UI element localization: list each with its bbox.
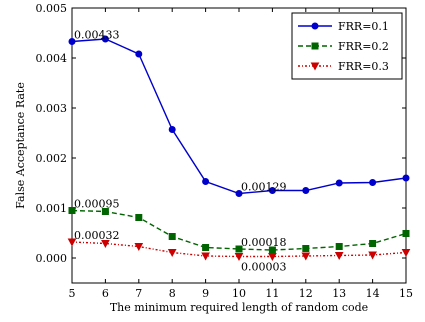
x-tick-label: 5 bbox=[69, 287, 76, 300]
data-point bbox=[335, 243, 343, 250]
legend-label: FRR=0.3 bbox=[338, 60, 389, 73]
y-tick-label: 0.002 bbox=[36, 152, 68, 165]
x-tick-label: 7 bbox=[135, 287, 142, 300]
data-label: 0.00095 bbox=[74, 198, 120, 211]
data-label: 0.00032 bbox=[74, 229, 120, 242]
data-point bbox=[302, 245, 310, 252]
data-point bbox=[101, 208, 109, 215]
data-point bbox=[368, 251, 377, 260]
x-tick-label: 14 bbox=[366, 287, 380, 300]
x-tick-label: 9 bbox=[202, 287, 209, 300]
x-tick-label: 12 bbox=[299, 287, 313, 300]
data-point bbox=[135, 214, 143, 221]
legend-label: FRR=0.2 bbox=[338, 40, 389, 53]
data-point bbox=[335, 179, 343, 187]
data-point bbox=[235, 190, 243, 197]
data-point bbox=[402, 230, 410, 237]
data-point bbox=[268, 187, 276, 194]
data-label: 0.00003 bbox=[241, 261, 287, 274]
data-point bbox=[202, 178, 210, 185]
y-tick-label: 0.000 bbox=[36, 252, 68, 265]
annotation-layer: 0.00433 0.00129 0.00095 0.00018 0.00032 0.000… bbox=[74, 29, 287, 274]
data-point bbox=[202, 244, 210, 251]
legend-marker bbox=[310, 62, 320, 71]
series-layer bbox=[67, 35, 411, 262]
data-point bbox=[68, 38, 76, 45]
data-point bbox=[268, 253, 277, 262]
data-point bbox=[168, 126, 176, 133]
series-line bbox=[71, 209, 407, 251]
data-label: 0.00018 bbox=[241, 236, 287, 249]
y-tick-label: 0.001 bbox=[36, 202, 68, 215]
data-point bbox=[401, 249, 411, 258]
data-point bbox=[234, 253, 244, 262]
data-point bbox=[235, 245, 243, 253]
data-label: 0.00129 bbox=[241, 181, 287, 194]
axis-ticks: 5 6 7 8 9 10 11 12 13 14 15 0.000 0.001 0.002 0.003 0.0… bbox=[36, 2, 414, 300]
legend-marker bbox=[311, 22, 319, 30]
y-tick-label: 0.005 bbox=[36, 2, 68, 15]
x-tick-label: 15 bbox=[399, 287, 413, 300]
data-point bbox=[301, 252, 311, 261]
data-point bbox=[67, 238, 77, 247]
data-point bbox=[369, 179, 377, 186]
legend-label: FRR=0.1 bbox=[338, 20, 389, 33]
data-point bbox=[101, 240, 110, 249]
data-point bbox=[369, 240, 377, 247]
legend-item: FRR=0.3 bbox=[298, 60, 389, 73]
data-label: 0.00433 bbox=[74, 29, 120, 42]
x-tick-label: 13 bbox=[332, 287, 346, 300]
legend-item: FRR=0.2 bbox=[298, 40, 389, 53]
y-axis-label: False Acceptance Rate bbox=[14, 82, 27, 209]
legend-marker bbox=[311, 42, 319, 50]
series-1 bbox=[68, 35, 410, 197]
data-point bbox=[168, 233, 176, 240]
x-tick-label: 6 bbox=[102, 287, 109, 300]
x-axis-label: The minimum required length of random co… bbox=[110, 301, 368, 314]
x-tick-label: 10 bbox=[232, 287, 246, 300]
data-point bbox=[135, 50, 143, 58]
series-3 bbox=[67, 238, 411, 262]
data-point bbox=[402, 174, 410, 182]
legend-item: FRR=0.1 bbox=[298, 20, 389, 33]
y-tick-label: 0.003 bbox=[36, 102, 68, 115]
x-tick-label: 11 bbox=[265, 287, 279, 300]
data-point bbox=[101, 35, 109, 43]
data-point bbox=[302, 187, 310, 194]
data-point bbox=[134, 243, 144, 252]
data-point bbox=[201, 252, 210, 261]
data-point bbox=[334, 252, 344, 261]
series-2 bbox=[68, 207, 410, 254]
data-point bbox=[68, 207, 76, 214]
legend: FRR=0.1 FRR=0.2 FRR=0.3 bbox=[291, 12, 403, 80]
y-tick-label: 0.004 bbox=[36, 52, 68, 65]
data-point bbox=[167, 249, 177, 258]
x-tick-label: 8 bbox=[169, 287, 176, 300]
